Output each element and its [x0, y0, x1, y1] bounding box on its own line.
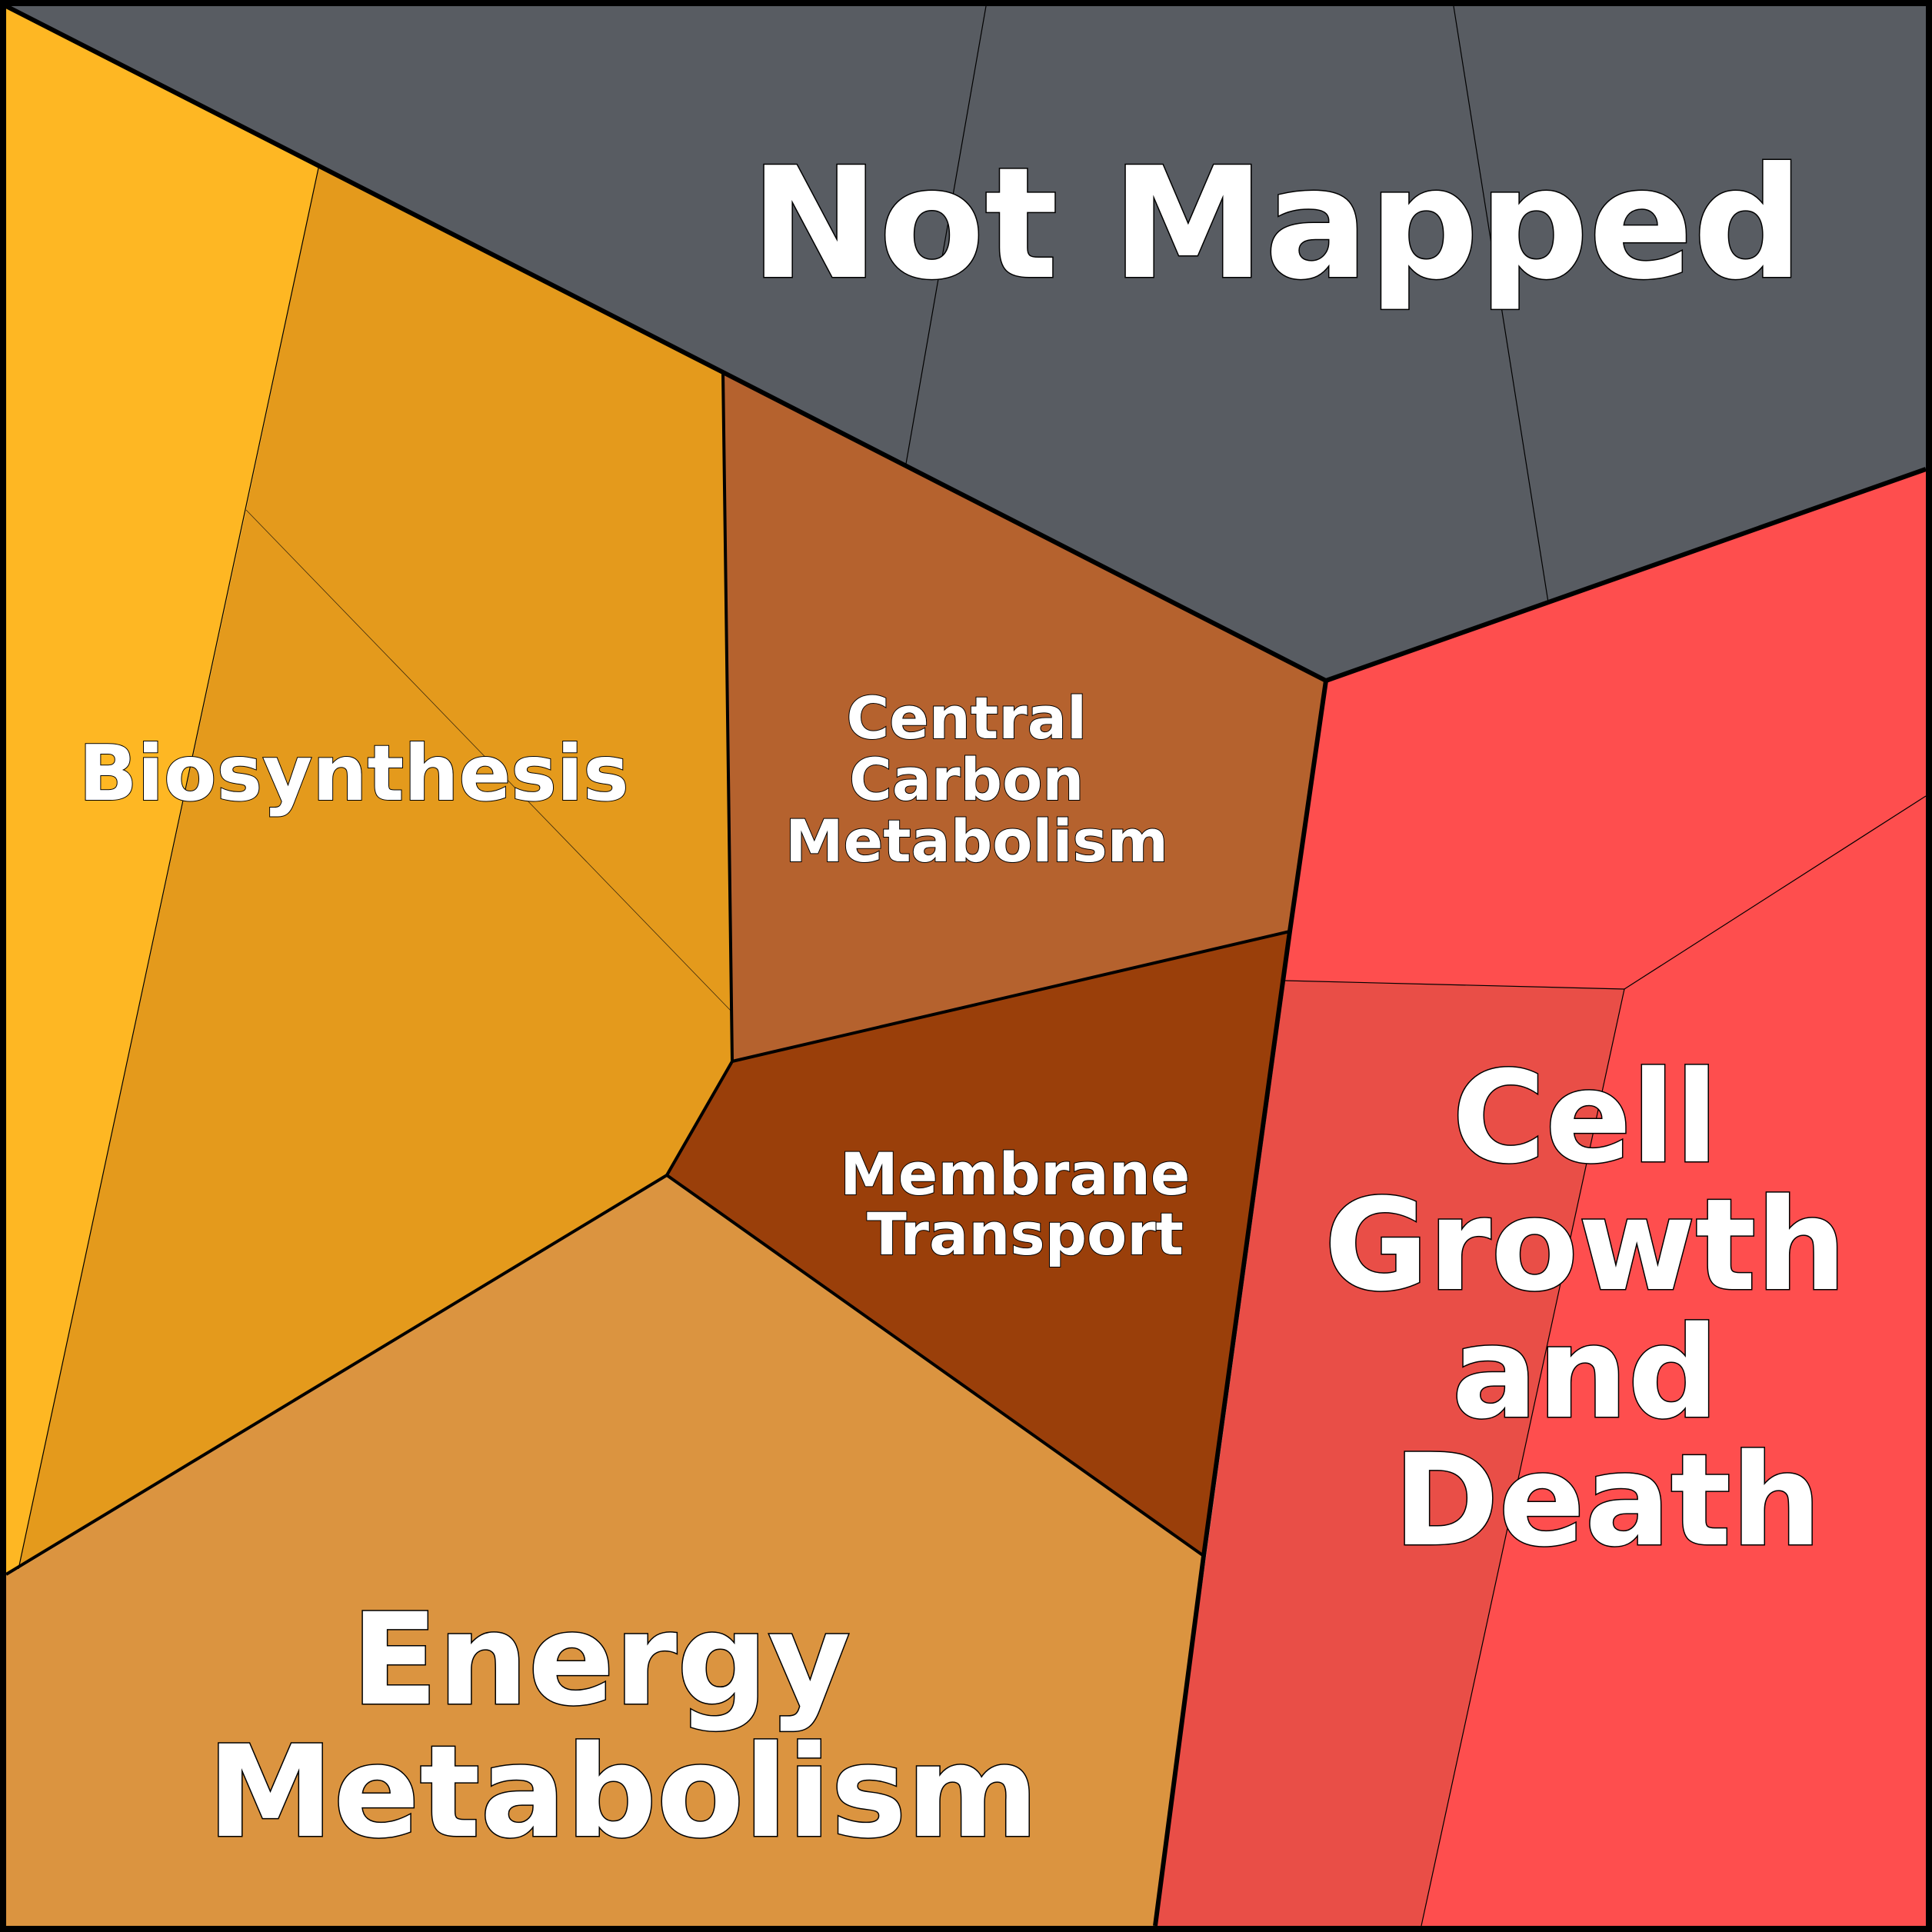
- edge-growth-boundary: [1153, 680, 1328, 1927]
- edge-growth-3: [1624, 795, 1927, 990]
- label-energy-metabolism: Energy Metabolism: [207, 1586, 1038, 1866]
- edge-biosynthesis-energy: [5, 1174, 668, 1576]
- cell-biosynthesis-c: [18, 510, 732, 1569]
- cell-growth-b: [1155, 981, 1624, 1926]
- edge-not-mapped-2: [1453, 5, 1549, 603]
- cell-growth-c: [1421, 796, 1926, 1926]
- edge-central-membrane: [731, 930, 1291, 1063]
- label-biosynthesis: Biosynthesis: [78, 728, 628, 818]
- cell-biosynthesis-a: [6, 6, 319, 1574]
- edge-not-mapped-1: [905, 5, 987, 465]
- edge-not-mapped-boundary: [5, 4, 1927, 683]
- label-central-carbon: Central Carbon Metabolism: [785, 684, 1168, 875]
- label-not-mapped: Not Mapped: [750, 135, 1803, 314]
- cell-not-mapped-b: [906, 6, 1548, 681]
- cell-biosynthesis-b: [246, 165, 731, 1011]
- cell-not-mapped-c: [1454, 6, 1926, 602]
- edge-growth-1: [1284, 980, 1625, 990]
- cell-central-carbon: [723, 372, 1326, 1061]
- cell-growth-a: [1285, 469, 1926, 989]
- cell-not-mapped-a: [6, 6, 986, 464]
- cell-energy-metabolism: [6, 1175, 1204, 1926]
- edge-membrane-energy: [665, 1174, 1205, 1557]
- cell-membrane-transport: [667, 931, 1290, 1556]
- edge-growth-2: [1421, 988, 1625, 1927]
- edge-biosynthesis-left: [18, 164, 320, 1570]
- label-membrane-transport: Membrane Transport: [840, 1140, 1211, 1268]
- edge-biosynthesis-diagonal: [245, 509, 732, 1012]
- label-cell-growth-and-death: Cell Growth and Death: [1324, 1044, 1890, 1574]
